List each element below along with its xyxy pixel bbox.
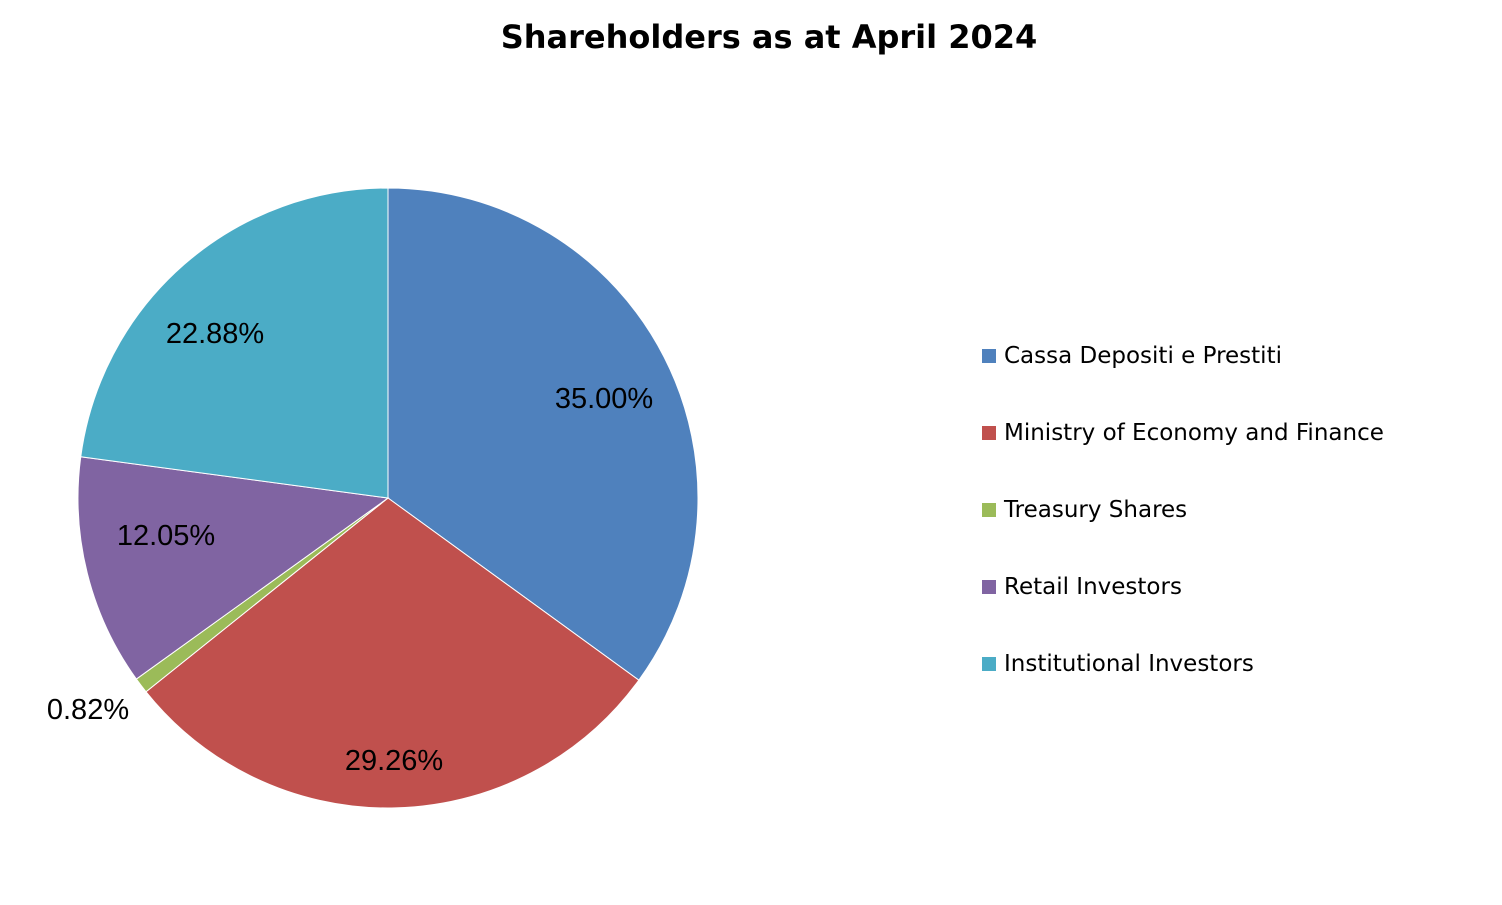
legend-swatch	[982, 657, 996, 671]
pie-slices	[77, 187, 699, 809]
data-label-institutional-investors: 22.88%	[166, 318, 264, 350]
legend-swatch	[982, 503, 996, 517]
data-label-ministry-of-economy-and-finance: 29.26%	[345, 745, 443, 777]
data-label-treasury-shares: 0.82%	[47, 694, 129, 726]
legend-label: Treasury Shares	[1004, 497, 1188, 523]
data-label-cassa-depositi-e-prestiti: 35.00%	[555, 383, 653, 415]
legend-label: Ministry of Economy and Finance	[1004, 420, 1384, 446]
legend-swatch	[982, 426, 996, 440]
legend-item: Treasury Shares	[982, 492, 1384, 528]
legend-item: Ministry of Economy and Finance	[982, 415, 1384, 451]
legend-swatch	[982, 580, 996, 594]
legend-label: Cassa Depositi e Prestiti	[1004, 343, 1282, 369]
pie-slice-retail-investors	[77, 456, 390, 680]
legend-label: Institutional Investors	[1004, 651, 1254, 677]
chart-title: Shareholders as at April 2024	[500, 18, 1038, 56]
legend-label: Retail Investors	[1004, 574, 1182, 600]
pie-slice-ministry-of-economy-and-finance	[145, 497, 640, 809]
pie-data-labels: 35.00% 29.26% 0.82% 12.05% 22.88%	[47, 318, 653, 777]
pie-slice-cassa-depositi-e-prestiti	[387, 187, 699, 681]
legend-item: Institutional Investors	[982, 646, 1384, 682]
data-label-retail-investors: 12.05%	[117, 520, 215, 552]
legend-item: Retail Investors	[982, 569, 1384, 605]
legend-swatch	[982, 349, 996, 363]
legend-item: Cassa Depositi e Prestiti	[982, 338, 1384, 374]
pie-slice-institutional-investors	[80, 187, 389, 499]
legend: Cassa Depositi e Prestiti Ministry of Eco…	[982, 338, 1384, 723]
